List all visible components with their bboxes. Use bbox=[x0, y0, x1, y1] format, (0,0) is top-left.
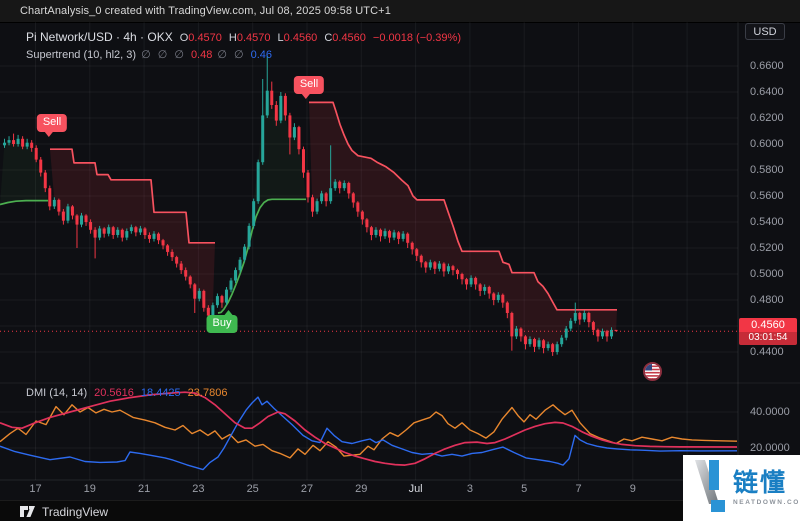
dmi-axis-label: 20.0000 bbox=[750, 442, 790, 454]
supertrend-buy-value: 0.46 bbox=[250, 49, 273, 61]
close-value: 0.4560 bbox=[332, 32, 366, 44]
dmi-minus-di-value: 23.7806 bbox=[187, 387, 228, 399]
time-axis-label: 17 bbox=[29, 483, 42, 495]
time-axis-label: 29 bbox=[355, 483, 368, 495]
symbol-title[interactable]: Pi Network/USD · 4h · OKX bbox=[26, 30, 173, 44]
price-axis-label: 0.4800 bbox=[750, 294, 784, 306]
time-axis-label: 21 bbox=[137, 483, 151, 495]
dmi-legend[interactable]: DMI (14, 14) 20.5616 18.4425 23.7806 bbox=[26, 387, 227, 399]
price-axis-label: 0.5800 bbox=[750, 164, 784, 176]
change-value: −0.0018 (−0.39%) bbox=[372, 32, 461, 44]
dmi-name: DMI (14, 14) bbox=[26, 387, 88, 399]
price-axis-label: 0.6600 bbox=[750, 60, 784, 72]
dmi-adx-value: 20.5616 bbox=[94, 387, 134, 399]
supertrend-empty-values: ∅ ∅ ∅ bbox=[141, 49, 186, 61]
price-axis-label: 0.6200 bbox=[750, 112, 784, 124]
watermark-domain: NEATDOWN.COM bbox=[733, 499, 800, 506]
supertrend-sell-value: 0.48 bbox=[190, 49, 213, 61]
time-axis-label: Jul bbox=[408, 483, 423, 495]
time-axis-label: 25 bbox=[246, 483, 259, 495]
buy-signal-flag[interactable]: Buy bbox=[206, 310, 238, 333]
price-axis-label: 0.5200 bbox=[750, 242, 784, 254]
sell-signal-flag[interactable]: Sell bbox=[293, 76, 325, 99]
tradingview-brand-label[interactable]: TradingView bbox=[42, 504, 109, 519]
time-axis-label: 5 bbox=[521, 483, 528, 495]
high-value: 0.4570 bbox=[236, 32, 271, 44]
price-axis-label: 0.4400 bbox=[750, 346, 784, 358]
sell-signal-flag[interactable]: Sell bbox=[36, 114, 68, 137]
last-price-badge: 0.4560 03:01:54 bbox=[739, 318, 797, 346]
time-axis-label: 27 bbox=[300, 483, 314, 495]
dmi-plus-di-value: 18.4425 bbox=[140, 387, 181, 399]
price-axis-label: 0.6000 bbox=[750, 138, 784, 150]
time-axis-label: 7 bbox=[575, 483, 582, 495]
low-value: 0.4560 bbox=[283, 32, 318, 44]
supertrend-empty-values-2: ∅ ∅ bbox=[217, 49, 246, 61]
symbol-legend: Pi Network/USD · 4h · OKX O0.4570 H0.4570 L… bbox=[26, 29, 461, 63]
time-axis-label: 19 bbox=[83, 483, 96, 495]
low-label: L bbox=[277, 32, 284, 44]
tradingview-logo-icon[interactable] bbox=[20, 505, 35, 518]
site-watermark: 链懂 NEATDOWN.COM bbox=[683, 455, 800, 521]
time-axis-label: 9 bbox=[629, 483, 636, 495]
price-axis-label: 0.5600 bbox=[750, 190, 784, 202]
last-price-value: 0.4560 bbox=[751, 319, 785, 332]
supertrend-legend[interactable]: Supertrend (10, hl2, 3) ∅ ∅ ∅ 0.48 ∅ ∅ 0.46 bbox=[26, 47, 461, 63]
price-axis-label: 0.6400 bbox=[750, 86, 784, 98]
price-axis-label: 0.5000 bbox=[750, 268, 784, 280]
time-axis-label: 23 bbox=[192, 483, 205, 495]
open-value: 0.4570 bbox=[188, 32, 222, 44]
time-axis-label: 3 bbox=[466, 483, 473, 495]
currency-toggle-button[interactable]: USD bbox=[745, 23, 785, 40]
symbol-legend-row1: Pi Network/USD · 4h · OKX O0.4570 H0.4570 L… bbox=[26, 29, 461, 46]
supertrend-name: Supertrend (10, hl2, 3) bbox=[26, 49, 137, 61]
neatdown-logo-icon bbox=[693, 459, 727, 517]
attribution-text: ChartAnalysis_0 created with TradingView… bbox=[20, 5, 391, 17]
watermark-site-name: 链懂 bbox=[733, 469, 788, 497]
close-label: C bbox=[324, 32, 333, 44]
open-label: O bbox=[179, 32, 189, 44]
us-flag-icon bbox=[645, 364, 660, 379]
dmi-axis-label: 40.0000 bbox=[750, 406, 790, 418]
price-axis-label: 0.5400 bbox=[750, 216, 784, 228]
economic-event-flag-icon[interactable] bbox=[643, 362, 662, 381]
bar-countdown: 03:01:54 bbox=[739, 332, 797, 346]
attribution-bar: ChartAnalysis_0 created with TradingView… bbox=[0, 0, 800, 23]
high-label: H bbox=[228, 32, 237, 44]
footer-bar: TradingView bbox=[0, 500, 800, 521]
